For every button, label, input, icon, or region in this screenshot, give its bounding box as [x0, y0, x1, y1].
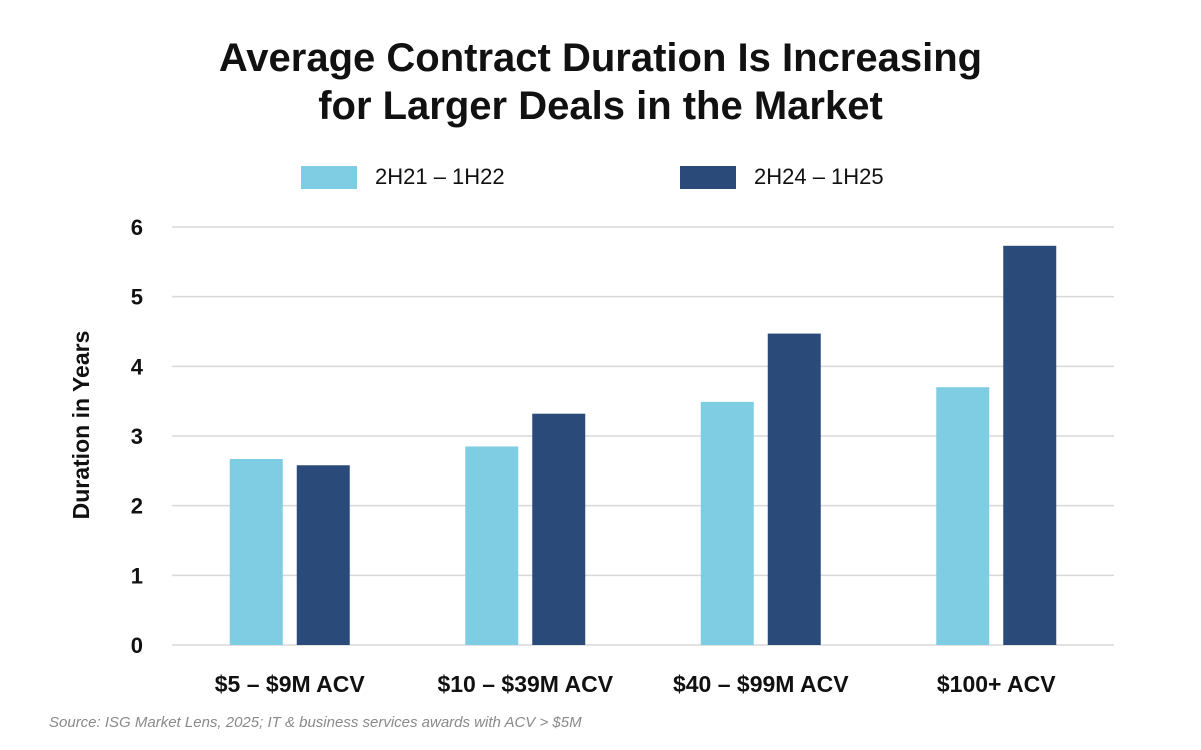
bar-series-2-cat-2: [532, 413, 586, 645]
y-tick-label: 5: [131, 285, 143, 310]
legend-label-series-1: 2H21 – 1H22: [375, 164, 505, 189]
legend-swatch-series-2: [680, 165, 736, 189]
y-axis-ticks: 0 1 2 3 4 5 6: [131, 215, 144, 658]
y-tick-label: 6: [131, 215, 143, 240]
bar-series-2-cat-3: [767, 333, 821, 645]
y-tick-label: 4: [131, 354, 144, 379]
chart-title-line-2: for Larger Deals in the Market: [318, 84, 883, 128]
bars: [229, 245, 1057, 645]
y-tick-label: 1: [131, 563, 143, 588]
legend-item-series-1: 2H21 – 1H22: [301, 162, 505, 192]
legend-item-series-2: 2H24 – 1H25: [680, 162, 884, 192]
y-axis-label: Duration in Years: [68, 331, 94, 520]
x-category-label: $100+ ACV: [937, 671, 1056, 697]
bar-series-1-cat-1: [229, 458, 283, 645]
legend-label-series-2: 2H24 – 1H25: [754, 164, 884, 189]
y-tick-label: 0: [131, 633, 143, 658]
y-tick-label: 3: [131, 424, 143, 449]
legend-swatch-series-1: [301, 165, 357, 189]
source-note: Source: ISG Market Lens, 2025; IT & busi…: [49, 714, 582, 731]
bar-series-1-cat-3: [700, 401, 754, 645]
x-category-label: $40 – $99M ACV: [673, 671, 849, 697]
bar-series-1-cat-4: [936, 387, 990, 645]
chart-legend: 2H21 – 1H22 2H24 – 1H25: [0, 162, 1201, 192]
chart-title: Average Contract Duration Is Increasing …: [0, 34, 1201, 130]
chart-title-line-1: Average Contract Duration Is Increasing: [218, 36, 983, 80]
bar-series-2-cat-1: [296, 465, 350, 645]
bar-series-1-cat-2: [465, 446, 519, 645]
x-category-label: $10 – $39M ACV: [437, 671, 613, 697]
x-category-label: $5 – $9M ACV: [215, 671, 366, 697]
y-tick-label: 2: [131, 494, 143, 519]
x-axis-categories: $5 – $9M ACV $10 – $39M ACV $40 – $99M ACV…: [215, 671, 1057, 697]
bar-series-2-cat-4: [1003, 245, 1057, 645]
